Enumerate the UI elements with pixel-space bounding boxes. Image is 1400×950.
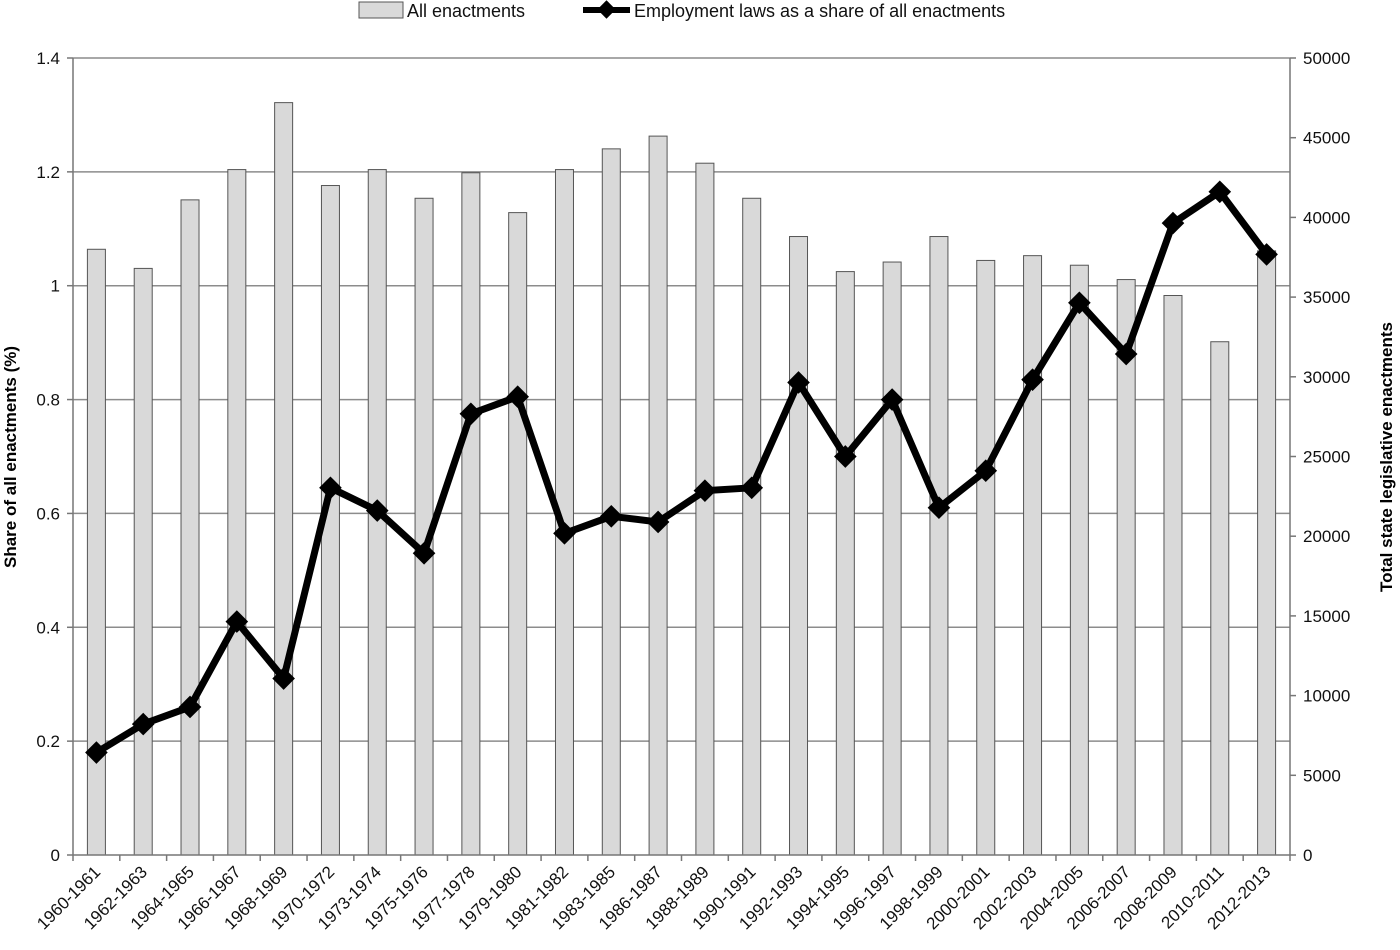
bar-series-all-enactments xyxy=(86,102,1277,856)
y-right-tick-label-10: 50000 xyxy=(1303,49,1350,68)
employment-share-point-1986-1987 xyxy=(646,510,670,534)
employment-share-line xyxy=(94,187,1270,756)
employment-share-point-1983-1985 xyxy=(599,504,623,528)
legend-swatch-all-enactments xyxy=(358,1,404,19)
y-right-tick-label-5: 25000 xyxy=(1303,448,1350,467)
bar-1960-1961 xyxy=(86,248,106,856)
legend-label-employment-share: Employment laws as a share of all enactm… xyxy=(634,1,1005,21)
bar-1968-1969 xyxy=(274,102,294,856)
y-right-tick-label-9: 45000 xyxy=(1303,129,1350,148)
bar-1990-1991 xyxy=(742,197,762,856)
y-right-tick-label-6: 30000 xyxy=(1303,368,1350,387)
legend: All enactments Employment laws as a shar… xyxy=(358,0,1005,21)
legend-swatch-employment-share-marker xyxy=(597,0,616,19)
employment-share-point-2004-2005 xyxy=(1068,291,1091,315)
employment-share-point-1977-1978 xyxy=(459,402,483,426)
bar-2012-2013 xyxy=(1257,250,1277,856)
y-left-tick-label-7: 1.4 xyxy=(36,49,60,68)
bar-1994-1995 xyxy=(835,271,855,856)
bar-1979-1980 xyxy=(508,212,528,856)
employment-share-point-1996-1997 xyxy=(880,388,904,411)
bar-1966-1967 xyxy=(227,169,247,856)
y-right-tick-label-8: 40000 xyxy=(1303,208,1350,227)
y-right-tick-label-1: 5000 xyxy=(1303,766,1341,785)
employment-share-point-1960-1961 xyxy=(85,741,108,764)
employment-share-point-1988-1989 xyxy=(693,479,717,502)
gridlines xyxy=(73,57,1290,742)
y-left-axis-title: Share of all enactments (%) xyxy=(1,346,20,568)
y-right-tick-label-4: 20000 xyxy=(1303,527,1350,546)
y-right-axis-title: Total state legislative enactments xyxy=(1377,322,1396,592)
y-left-tick-label-3: 0.6 xyxy=(36,504,60,523)
bar-1962-1963 xyxy=(133,267,153,856)
bar-1998-1999 xyxy=(929,236,949,856)
y-right-tick-label-0: 0 xyxy=(1303,846,1312,865)
axes xyxy=(67,57,1296,861)
employment-share-point-2006-2007 xyxy=(1114,342,1138,366)
employment-share-point-1994-1995 xyxy=(834,445,857,468)
legend-label-all-enactments: All enactments xyxy=(407,1,525,21)
bar-2010-2011 xyxy=(1210,341,1230,856)
bar-1986-1987 xyxy=(648,135,668,856)
employment-share-point-1970-1972 xyxy=(319,476,342,500)
employment-share-point-1973-1974 xyxy=(365,499,389,522)
bar-1983-1985 xyxy=(601,148,621,856)
y-left-tick-label-5: 1 xyxy=(51,277,60,296)
y-right-tick-label-7: 35000 xyxy=(1303,288,1350,307)
bar-1977-1978 xyxy=(461,172,481,856)
employment-share-point-1968-1969 xyxy=(272,667,295,690)
bar-2006-2007 xyxy=(1116,279,1136,856)
y-left-tick-label-1: 0.2 xyxy=(36,732,60,751)
employment-share-point-1990-1991 xyxy=(740,476,764,500)
bar-1964-1965 xyxy=(180,199,200,856)
y-left-tick-label-4: 0.8 xyxy=(36,391,60,410)
employment-share-point-1998-1999 xyxy=(927,496,951,520)
employment-share-point-2000-2001 xyxy=(974,459,998,483)
employment-share-point-1992-1993 xyxy=(787,371,810,394)
line-series-employment-share xyxy=(85,180,1278,764)
bar-2004-2005 xyxy=(1069,264,1089,856)
bar-1996-1997 xyxy=(882,261,902,856)
bar-1992-1993 xyxy=(789,236,809,856)
employment-share-point-1981-1982 xyxy=(553,522,576,545)
bar-2002-2003 xyxy=(1023,255,1043,856)
bar-1988-1989 xyxy=(695,162,715,856)
y-left-tick-label-0: 0 xyxy=(51,846,60,865)
employment-share-point-2002-2003 xyxy=(1021,368,1044,391)
y-left-tick-label-2: 0.4 xyxy=(36,618,60,637)
employment-share-point-1975-1976 xyxy=(412,541,436,565)
bar-2008-2009 xyxy=(1163,295,1183,856)
y-left-tick-label-6: 1.2 xyxy=(36,163,60,182)
y-right-tick-label-2: 10000 xyxy=(1303,687,1350,706)
bar-2000-2001 xyxy=(976,259,996,856)
y-right-tick-label-3: 15000 xyxy=(1303,607,1350,626)
